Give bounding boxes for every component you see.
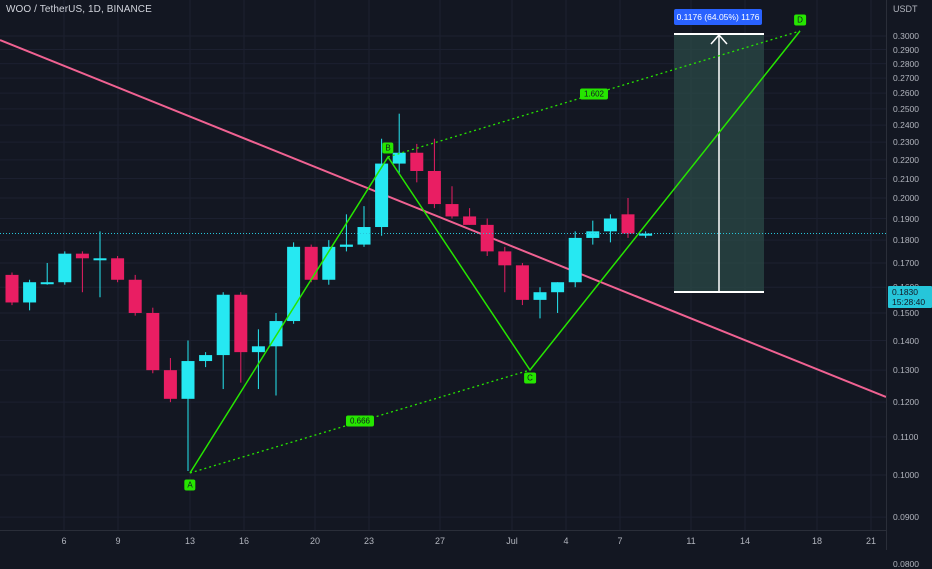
time-tick-label: 18 [811, 536, 823, 546]
ratio-bd-label: 1.602 [579, 88, 609, 100]
candle-body [216, 294, 230, 356]
candle-body [498, 251, 512, 266]
time-tick-label: 9 [115, 536, 121, 546]
price-tick-label: 0.1700 [893, 257, 919, 268]
candle-body [357, 227, 371, 245]
candle-body [639, 233, 653, 236]
bar-countdown: 15:28:40 [892, 297, 926, 307]
time-tick-label: 14 [739, 536, 751, 546]
price-tick-label: 0.1000 [893, 470, 919, 480]
price-tick-label: 0.2600 [893, 88, 919, 99]
candle-body [427, 170, 441, 205]
last-price-badge: 0.1830 15:28:40 [888, 286, 932, 308]
price-tick-label: 0.2300 [893, 137, 919, 148]
time-axis[interactable]: 6 9 13 16 20 23 27 Jul 4 7 11 14 18 21 [0, 530, 886, 550]
candle-body [287, 246, 301, 322]
time-tick-label: 7 [617, 536, 623, 546]
candle-body [111, 258, 125, 280]
price-tick-label: 0.3000 [893, 31, 919, 41]
candle-body [23, 282, 37, 303]
candle-body [445, 204, 459, 217]
price-tick-label: 0.1400 [893, 335, 919, 346]
candle-body [146, 312, 160, 371]
candle-body [163, 370, 177, 399]
ac-dotted-line [189, 369, 531, 474]
price-tick-label: 0.2700 [893, 73, 919, 84]
price-tick-label: 0.1800 [893, 235, 919, 246]
candle-body [392, 152, 406, 164]
candle-body [603, 218, 617, 232]
candle-body [181, 361, 195, 399]
candle-body [75, 253, 89, 259]
price-tick-label: 0.2800 [893, 58, 919, 69]
time-tick-label: 11 [686, 536, 696, 546]
candle-body [480, 224, 494, 252]
point-d-label: D [794, 14, 806, 26]
time-tick-label: 23 [363, 536, 375, 546]
price-tick-label: 0.2500 [893, 103, 919, 114]
price-axis[interactable]: USDT 0.3000 0.2900 0.2800 0.2700 0.2600 0.250… [886, 0, 932, 569]
candles [5, 113, 653, 472]
candle-body [621, 214, 635, 234]
price-tick-label: 0.2400 [893, 120, 919, 131]
candle-body [322, 246, 336, 280]
candle-body [375, 163, 389, 228]
time-tick-label: 6 [61, 536, 67, 546]
chart-area[interactable]: WOO / TetherUS, 1D, BINANCE 0.1176 (64.0… [0, 0, 886, 530]
price-tick-label: 0.1900 [893, 213, 919, 224]
point-c-label: C [524, 372, 536, 384]
candle-body [515, 265, 529, 300]
candle-body [586, 231, 600, 238]
candle-body [58, 253, 72, 283]
candle-body [5, 274, 19, 303]
candle-body [128, 279, 142, 313]
price-tick-label: 0.2200 [893, 154, 919, 165]
candle-body [568, 237, 582, 283]
target-zone[interactable] [674, 33, 764, 293]
price-tick-label: 0.1500 [893, 307, 919, 318]
candle-body [199, 355, 213, 362]
price-tick-label: 0.1100 [893, 431, 919, 442]
candle-body [339, 244, 353, 247]
position-info-label[interactable]: 0.1176 (64.05%) 1176 [674, 9, 762, 25]
trendline[interactable] [0, 39, 886, 398]
price-tick-label: 0.0900 [893, 512, 919, 523]
time-tick-label: 21 [865, 536, 877, 546]
time-tick-label: 20 [309, 536, 321, 546]
candle-body [251, 346, 265, 353]
last-price-value: 0.1830 [892, 287, 918, 297]
candle-body [304, 246, 318, 280]
price-tick-label: 0.2900 [893, 44, 919, 55]
candle-body [533, 292, 547, 300]
point-b-label: B [382, 142, 394, 154]
price-chart[interactable] [0, 0, 886, 530]
price-tick-label: 0.2100 [893, 173, 919, 184]
candle-body [234, 294, 248, 353]
price-tick-label: 0.2000 [893, 193, 919, 204]
candle-body [40, 282, 54, 285]
time-tick-label: 13 [184, 536, 196, 546]
time-tick-label: Jul [506, 536, 518, 546]
candle-body [410, 152, 424, 171]
time-tick-label: 16 [238, 536, 250, 546]
candle-body [463, 216, 477, 225]
candle-body [93, 258, 107, 261]
descending-trendline[interactable] [0, 39, 886, 398]
target-arrow-head [710, 33, 728, 45]
symbol-legend[interactable]: WOO / TetherUS, 1D, BINANCE [6, 4, 152, 15]
price-tick-label: 0.1300 [893, 365, 919, 376]
price-tick-label: 0.0800 [893, 559, 919, 569]
currency-label: USDT [893, 4, 918, 14]
time-tick-label: 4 [563, 536, 569, 546]
price-tick-label: 0.1200 [893, 397, 919, 408]
candle-body [551, 282, 565, 293]
time-tick-label: 27 [434, 536, 446, 546]
point-a-label: A [184, 479, 196, 491]
abcd-path[interactable] [189, 30, 801, 474]
ratio-ac-label: 0.666 [345, 415, 375, 427]
